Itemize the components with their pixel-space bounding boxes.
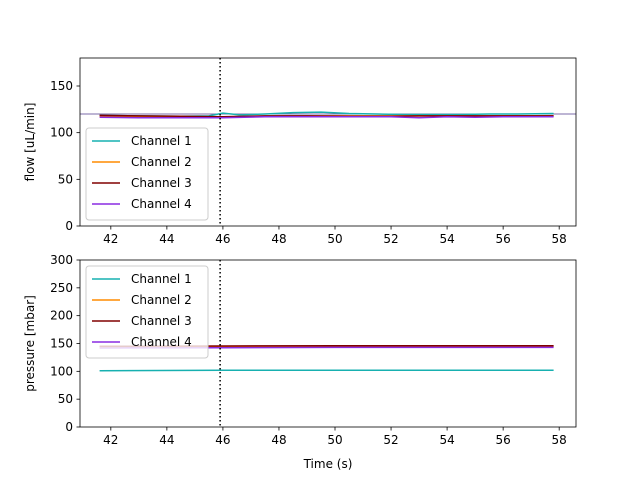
legend-box bbox=[85, 265, 209, 359]
x-tick-label: 44 bbox=[159, 232, 174, 246]
y-tick-label: 150 bbox=[50, 337, 73, 351]
x-tick-label: 42 bbox=[103, 232, 118, 246]
y-tick-label: 0 bbox=[65, 219, 73, 233]
legend-label-channel-3: Channel 3 bbox=[131, 176, 192, 190]
x-tick-label: 54 bbox=[439, 232, 454, 246]
x-tick-label: 48 bbox=[271, 433, 286, 447]
x-tick-label: 50 bbox=[327, 232, 342, 246]
y-axis-label: pressure [mbar] bbox=[23, 295, 37, 392]
x-tick-label: 56 bbox=[496, 232, 511, 246]
x-tick-label: 52 bbox=[383, 433, 398, 447]
legend-label-channel-4: Channel 4 bbox=[131, 197, 192, 211]
y-tick-label: 0 bbox=[65, 420, 73, 434]
legend-label-channel-1: Channel 1 bbox=[131, 134, 192, 148]
x-tick-label: 46 bbox=[215, 433, 230, 447]
y-tick-label: 250 bbox=[50, 281, 73, 295]
axes-frame bbox=[79, 57, 577, 227]
x-tick-label: 56 bbox=[496, 433, 511, 447]
x-tick-label: 44 bbox=[159, 433, 174, 447]
legend-label-channel-2: Channel 2 bbox=[131, 293, 192, 307]
series-line-channel-4 bbox=[99, 116, 554, 119]
x-tick-label: 48 bbox=[271, 232, 286, 246]
y-axis-label: flow [uL/min] bbox=[23, 103, 37, 182]
y-tick-label: 100 bbox=[50, 126, 73, 140]
legend: Channel 1 Channel 2 Channel 3 Channel 4 bbox=[85, 265, 209, 359]
legend-label-channel-2: Channel 2 bbox=[131, 155, 192, 169]
series-line-channel-1 bbox=[99, 369, 554, 372]
legend: Channel 1 Channel 2 Channel 3 Channel 4 bbox=[85, 127, 209, 221]
y-tick-label: 300 bbox=[50, 253, 73, 267]
legend-label-channel-1: Channel 1 bbox=[131, 272, 192, 286]
x-axis-label: Time (s) bbox=[303, 457, 353, 471]
y-tick-label: 50 bbox=[58, 392, 73, 406]
y-tick-label: 150 bbox=[50, 79, 73, 93]
legend-label-channel-3: Channel 3 bbox=[131, 314, 192, 328]
legend-label-channel-4: Channel 4 bbox=[131, 335, 192, 349]
flow-subplot: 42 44 46 48 50 52 54 56 58 0 50 100 150 flow [uL/min]… bbox=[23, 57, 577, 246]
x-tick-label: 58 bbox=[552, 433, 567, 447]
x-tick-label: 54 bbox=[439, 433, 454, 447]
y-tick-label: 100 bbox=[50, 364, 73, 378]
y-tick-label: 50 bbox=[58, 172, 73, 186]
x-tick-label: 42 bbox=[103, 433, 118, 447]
x-tick-label: 52 bbox=[383, 232, 398, 246]
x-tick-label: 50 bbox=[327, 433, 342, 447]
y-tick-label: 200 bbox=[50, 309, 73, 323]
pressure-subplot: 42 44 46 48 50 52 54 56 58 0 50 100 150 200 250 300 pres… bbox=[23, 253, 577, 471]
x-tick-label: 46 bbox=[215, 232, 230, 246]
legend-box bbox=[85, 127, 209, 221]
x-tick-label: 58 bbox=[552, 232, 567, 246]
